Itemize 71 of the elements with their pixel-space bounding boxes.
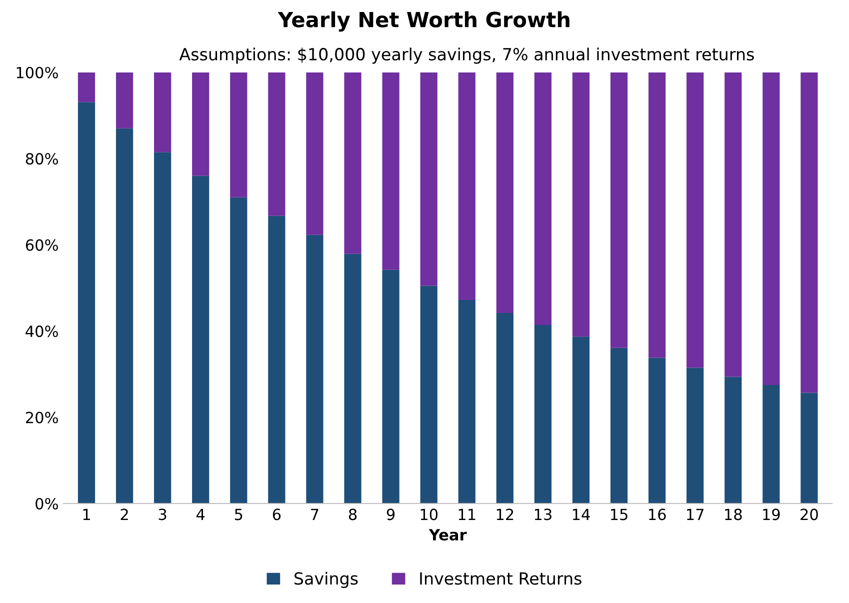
bar — [800, 72, 818, 393]
y-tick-label: 80% — [26, 153, 58, 165]
bar — [268, 216, 286, 504]
bar — [686, 368, 704, 504]
bar — [116, 72, 134, 128]
x-tick-label: 4 — [196, 508, 205, 520]
x-tick-label: 2 — [120, 508, 128, 520]
bar — [458, 72, 476, 300]
bar — [230, 197, 248, 504]
bar — [648, 358, 666, 504]
legend-label: Investment Returns — [420, 572, 582, 585]
bar — [192, 176, 210, 504]
bar — [382, 72, 400, 270]
bar — [572, 336, 590, 504]
bar — [154, 72, 172, 152]
chart-subtitle: Assumptions: $10,000 yearly savings, 7% annual investment returns — [179, 48, 754, 64]
x-tick-label: 18 — [725, 508, 742, 520]
x-tick-label: 16 — [649, 508, 666, 520]
x-tick-label: 6 — [272, 508, 281, 520]
y-tick-label: 40% — [26, 326, 58, 338]
x-tick-label: 13 — [534, 508, 552, 520]
bar — [534, 325, 552, 504]
x-tick-label: 17 — [687, 508, 704, 520]
x-tick-label: 5 — [234, 508, 242, 520]
bar — [420, 72, 438, 286]
x-tick-label: 1 — [83, 508, 90, 520]
x-tick-label: 20 — [800, 508, 818, 520]
x-tick-label: 12 — [496, 508, 514, 520]
chart-title: Yearly Net Worth Growth — [278, 11, 570, 32]
x-tick-label: 7 — [311, 508, 318, 520]
bar — [458, 300, 476, 504]
bar — [724, 376, 742, 504]
bar — [78, 102, 96, 504]
bar — [192, 72, 210, 176]
bar — [648, 72, 666, 358]
bar — [762, 72, 780, 385]
bar — [306, 234, 324, 504]
bar — [154, 152, 172, 504]
x-tick-label: 10 — [420, 508, 438, 520]
y-tick-label: 20% — [26, 412, 58, 424]
x-tick-label: 9 — [386, 508, 395, 520]
x-tick-label: 15 — [610, 508, 628, 520]
bar — [344, 254, 362, 504]
bar — [230, 72, 248, 198]
bar — [762, 384, 780, 504]
x-tick-label: 8 — [348, 508, 357, 520]
bar — [306, 72, 324, 235]
y-tick-label: 60% — [26, 239, 58, 251]
bar — [610, 72, 628, 348]
bar — [686, 72, 704, 368]
x-tick-label: 19 — [763, 508, 780, 520]
bar — [496, 312, 514, 504]
bar — [268, 72, 286, 216]
bar — [78, 72, 96, 102]
legend-label: Savings — [294, 572, 358, 588]
bar — [420, 286, 438, 504]
bar — [800, 392, 818, 504]
bar — [724, 72, 742, 377]
x-tick-label: 14 — [572, 508, 590, 520]
y-tick-label: 100% — [16, 66, 58, 78]
x-axis-title: Year — [428, 529, 467, 541]
bar — [116, 128, 134, 504]
bar — [382, 270, 400, 504]
bar — [534, 72, 552, 326]
x-tick-label: 3 — [158, 508, 166, 520]
bar — [610, 348, 628, 504]
x-tick-label: 11 — [458, 508, 476, 520]
bar — [572, 72, 590, 337]
bar — [344, 72, 362, 254]
y-tick-label: 0% — [36, 498, 58, 510]
bar — [496, 72, 514, 313]
